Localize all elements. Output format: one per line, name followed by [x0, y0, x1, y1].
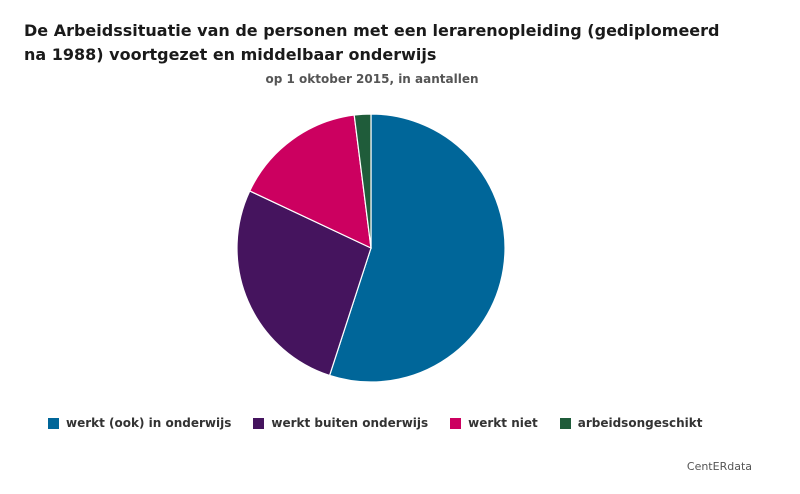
pie-slice-1[interactable] [328, 113, 506, 383]
legend-swatch [48, 417, 59, 429]
legend-swatch [253, 417, 265, 429]
legend-label: werkt buiten onderwijs [271, 416, 429, 430]
credit-text: CentERdata [686, 460, 752, 473]
legend-item-werkt-buiten-onderwijs[interactable]: werkt buiten onderwijs [253, 416, 428, 430]
pie-slice-2[interactable] [236, 190, 372, 377]
legend-label: werkt niet [468, 416, 538, 430]
legend-item-werkt-in-onderwijs[interactable]: werkt (ook) in onderwijs [48, 416, 231, 430]
legend-item-arbeidsongeschikt[interactable]: arbeidsongeschikt [559, 416, 703, 430]
legend-label: werkt (ook) in onderwijs [66, 416, 232, 430]
legend-swatch [450, 417, 462, 429]
pie-slice-4[interactable] [353, 113, 372, 249]
chart-subtitle: op 1 oktober 2015, in aantallen [265, 72, 479, 86]
chart-legend: werkt (ook) in onderwijs werkt buiten on… [48, 416, 724, 430]
chart-title: De Arbeidssituatie van de personen met e… [24, 21, 720, 64]
pie-slice-3[interactable] [248, 114, 372, 250]
legend-label: arbeidsongeschikt [577, 416, 703, 430]
legend-item-werkt-niet[interactable]: werkt niet [450, 416, 538, 430]
legend-swatch [559, 417, 571, 429]
